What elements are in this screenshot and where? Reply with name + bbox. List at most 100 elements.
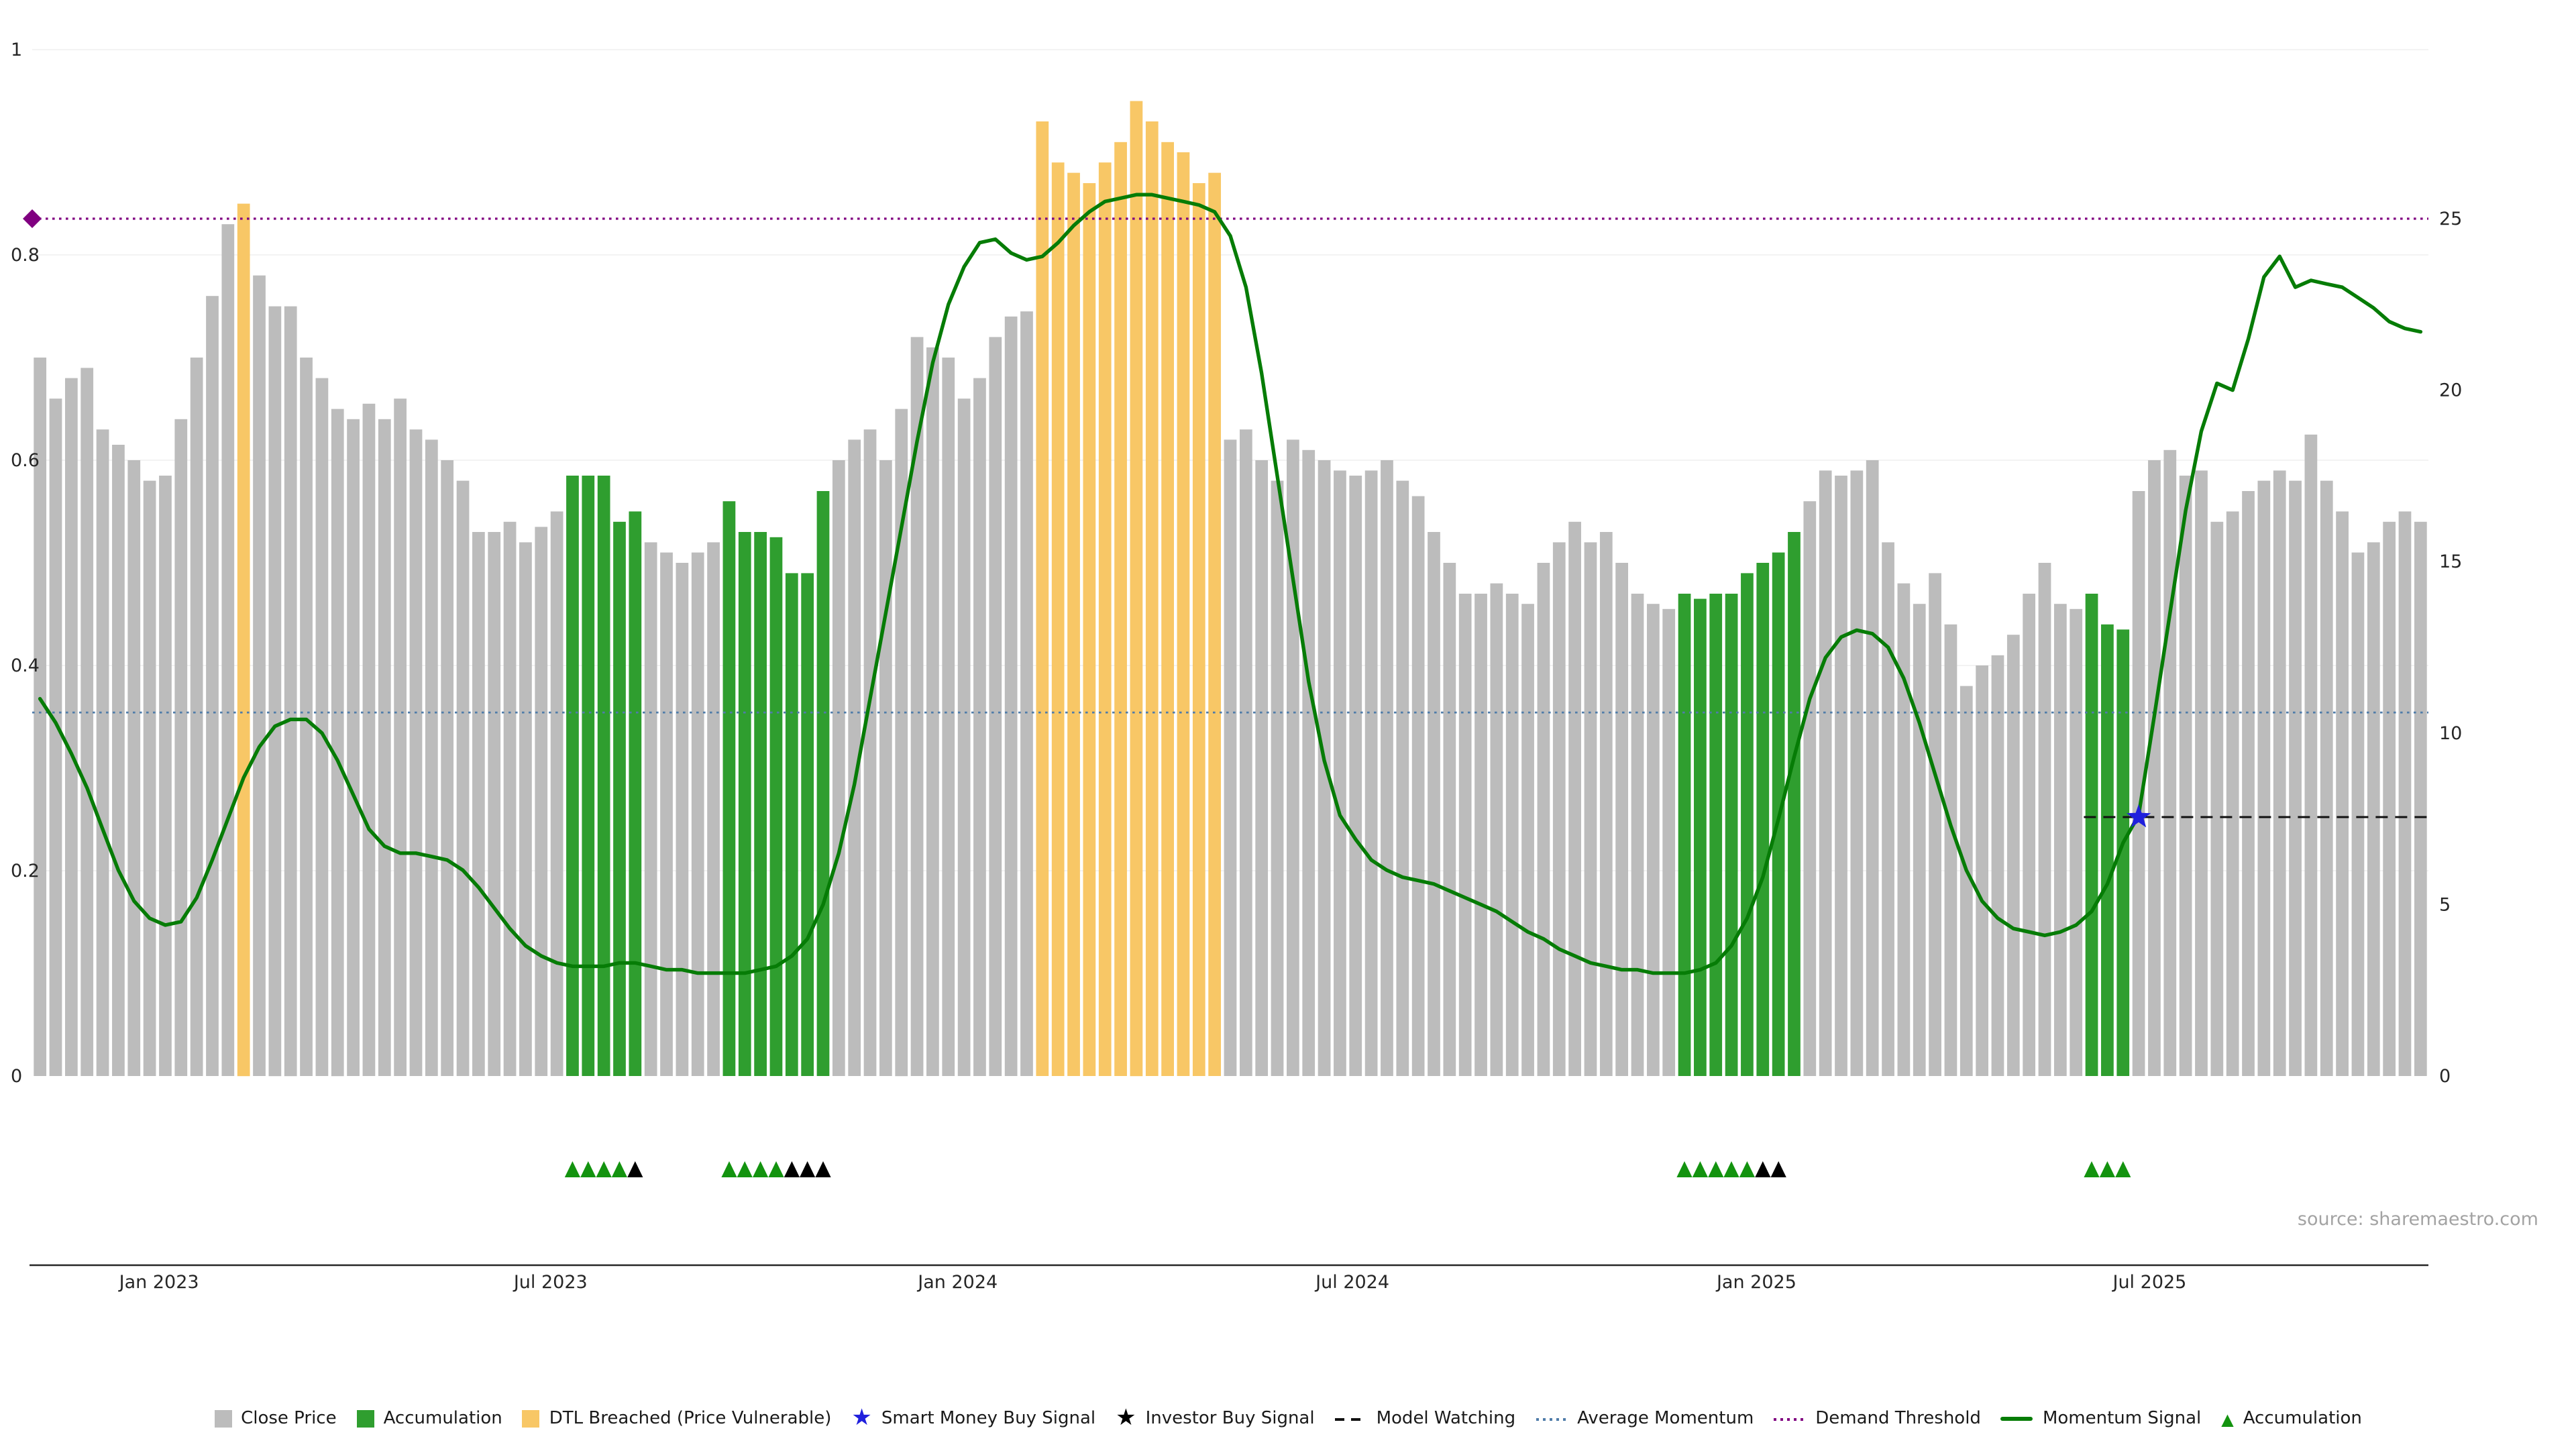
price-bar <box>159 476 172 1076</box>
legend-dotted-line-swatch <box>1774 1417 1807 1420</box>
smart-money-buy-star-icon <box>2127 804 2151 828</box>
y-axis-left-tick-label: 0 <box>11 1066 22 1087</box>
price-bar <box>2320 480 2333 1076</box>
price-bar <box>65 378 78 1076</box>
y-axis-left-tick-label: 0.8 <box>11 245 40 266</box>
price-bar <box>848 439 861 1076</box>
price-bar <box>754 532 767 1076</box>
legend-item-investor-buy-signal: ★ Investor Buy Signal <box>1116 1407 1314 1430</box>
price-bar <box>550 511 564 1076</box>
price-bar <box>1537 563 1550 1076</box>
price-bar <box>80 368 94 1076</box>
price-bar <box>1882 542 1894 1076</box>
price-bar <box>1741 573 1754 1076</box>
legend-square-swatch <box>522 1410 540 1428</box>
price-bar <box>1615 563 1629 1076</box>
price-bar <box>2210 521 2224 1076</box>
demand-threshold-diamond-icon <box>23 209 42 228</box>
price-bar <box>112 445 125 1076</box>
legend: Close Price Accumulation DTL Breached (Pri… <box>0 1407 2576 1430</box>
price-bar <box>1584 542 1597 1076</box>
accumulation-triangle-black-icon <box>800 1161 816 1177</box>
price-bar <box>801 573 814 1076</box>
price-bar <box>1788 532 1801 1076</box>
price-bar <box>300 358 313 1076</box>
legend-item-smart-money-buy-signal: ★ Smart Money Buy Signal <box>851 1407 1095 1430</box>
accumulation-triangle-black-icon <box>1755 1161 1771 1177</box>
y-axis-left-tick-label: 1 <box>11 40 22 60</box>
accumulation-triangle-icon <box>2115 1161 2131 1177</box>
price-bar <box>1725 594 1738 1076</box>
accumulation-triangle-black-icon <box>784 1161 800 1177</box>
legend-square-swatch <box>356 1410 374 1428</box>
legend-label: Demand Threshold <box>1815 1409 1981 1429</box>
price-bar <box>1599 532 1613 1076</box>
accumulation-triangle-icon <box>2099 1161 2115 1177</box>
price-bar <box>1177 152 1190 1076</box>
price-bar <box>1334 470 1346 1076</box>
price-bar <box>1819 470 1832 1076</box>
price-bar <box>143 480 156 1076</box>
price-bar <box>488 532 501 1076</box>
price-bar <box>1161 142 1174 1076</box>
x-axis-tick-label: Jan 2023 <box>118 1272 199 1293</box>
accumulation-triangle-icon <box>596 1161 612 1177</box>
price-bar <box>268 306 282 1077</box>
price-bar <box>1302 449 1316 1076</box>
price-bar <box>519 542 532 1076</box>
y-axis-right-tick-label: 10 <box>2439 723 2462 744</box>
legend-label: DTL Breached (Price Vulnerable) <box>549 1409 832 1429</box>
price-bar <box>1192 183 1205 1076</box>
price-bar <box>1646 604 1660 1076</box>
star-icon: ★ <box>851 1405 872 1432</box>
x-axis-tick-label: Jan 2024 <box>916 1272 998 1293</box>
price-bar <box>2070 608 2083 1076</box>
price-bar <box>1443 563 1456 1076</box>
price-bar <box>394 398 407 1076</box>
price-bar <box>2226 511 2239 1076</box>
price-bar <box>2101 624 2114 1076</box>
price-bar <box>1631 594 1644 1076</box>
legend-item-model-watching: Model Watching <box>1334 1409 1515 1429</box>
price-bar <box>362 403 376 1076</box>
price-bar <box>816 491 830 1076</box>
price-bar <box>1521 604 1534 1076</box>
accumulation-triangle-icon <box>564 1161 580 1177</box>
price-bar <box>942 358 955 1076</box>
price-bar <box>1662 608 1676 1076</box>
price-bar <box>2148 460 2161 1076</box>
price-bar <box>535 527 548 1076</box>
star-icon: ★ <box>1116 1405 1136 1432</box>
accumulation-triangle-icon <box>580 1161 596 1177</box>
accumulation-triangle-icon <box>611 1161 627 1177</box>
price-bar <box>1897 583 1911 1076</box>
price-bar <box>1364 470 1378 1076</box>
price-bar <box>832 460 845 1076</box>
legend-label: Smart Money Buy Signal <box>881 1409 1096 1429</box>
price-bar <box>347 419 360 1076</box>
price-bar <box>221 224 235 1077</box>
price-bar <box>1020 311 1033 1077</box>
price-bar <box>2006 635 2020 1076</box>
price-bar <box>2085 594 2098 1076</box>
momentum-line <box>38 193 2423 975</box>
price-bar <box>1960 686 1973 1076</box>
x-axis-tick-label: Jul 2025 <box>2111 1272 2186 1293</box>
x-axis-tick-label: Jan 2025 <box>1715 1272 1796 1293</box>
price-bar <box>253 275 266 1077</box>
price-bar <box>441 460 454 1076</box>
price-bar <box>1803 501 1817 1076</box>
price-bar <box>1239 429 1252 1076</box>
price-bar <box>2414 521 2427 1076</box>
accumulation-triangle-icon <box>2084 1161 2100 1177</box>
price-bar <box>2038 563 2051 1076</box>
accumulation-triangle-icon <box>737 1161 753 1177</box>
price-bar <box>127 460 141 1076</box>
price-bar <box>910 337 924 1076</box>
price-bar <box>707 542 720 1076</box>
y-axis-right-tick-label: 20 <box>2439 380 2462 401</box>
price-bar <box>1349 476 1362 1076</box>
legend-item-average-momentum: Average Momentum <box>1536 1409 1754 1429</box>
legend-label: Momentum Signal <box>2042 1409 2202 1429</box>
